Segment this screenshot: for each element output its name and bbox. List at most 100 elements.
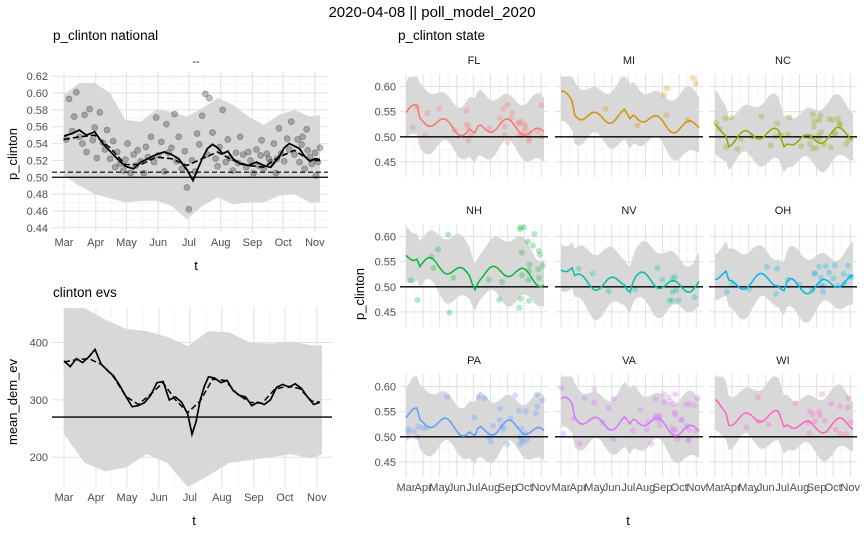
national-poll-point — [239, 151, 247, 158]
national-y-tick-label: 0.46 — [27, 206, 48, 218]
evs-y-tick-label: 400 — [30, 338, 48, 350]
state-poll-point — [826, 115, 832, 122]
national-poll-point — [89, 136, 96, 144]
national-x-tick-label: Mar — [55, 237, 74, 249]
state-poll-point — [743, 424, 750, 431]
state-poll-point — [669, 297, 676, 304]
state-poll-point — [525, 277, 532, 283]
state-poll-point — [504, 101, 511, 108]
state-poll-point — [517, 441, 524, 448]
state-poll-point — [512, 392, 519, 399]
state-poll-point — [835, 115, 841, 122]
state-poll-point — [534, 128, 541, 135]
state-series-line — [405, 103, 545, 137]
state-y-tick-label: 0.55 — [375, 107, 396, 119]
state-series-line — [560, 90, 700, 134]
state-y-tick-label: 0.45 — [375, 307, 396, 319]
state-poll-point — [558, 384, 565, 391]
state-poll-point — [840, 270, 847, 277]
state-poll-point — [817, 112, 824, 119]
state-plot-title: p_clinton state — [398, 28, 485, 43]
state-y-tick-label: 0.55 — [375, 407, 396, 419]
national-poll-point — [142, 143, 150, 151]
state-poll-point — [809, 145, 816, 152]
state-y-tick-label: 0.50 — [375, 282, 396, 294]
state-poll-point — [518, 118, 525, 125]
state-credible-ribbon — [406, 226, 544, 311]
state-poll-point — [419, 425, 426, 431]
state-poll-point — [767, 142, 774, 149]
state-x-tick-label: Oct — [671, 482, 688, 494]
state-poll-point — [691, 402, 698, 409]
state-poll-point — [518, 436, 525, 443]
state-poll-point — [836, 120, 843, 127]
state-poll-point — [465, 137, 472, 144]
state-poll-point — [485, 276, 492, 283]
state-poll-point — [404, 429, 411, 435]
state-poll-point — [435, 246, 442, 253]
state-strip-label: VA — [622, 355, 637, 367]
state-poll-point — [669, 424, 676, 431]
state-poll-point — [610, 436, 617, 443]
national-poll-point — [287, 118, 295, 125]
evs-x-tick-label: May — [117, 492, 138, 504]
national-poll-point — [209, 129, 216, 136]
state-poll-point — [837, 403, 843, 410]
state-poll-point — [610, 395, 617, 402]
national-poll-point — [193, 130, 201, 137]
state-poll-point — [806, 140, 813, 147]
state-poll-point — [828, 400, 835, 407]
state-poll-point — [820, 288, 826, 295]
state-credible-ribbon — [561, 376, 699, 464]
state-poll-point — [532, 410, 539, 417]
state-x-tick-label: Nov — [840, 482, 860, 494]
national-poll-point — [311, 149, 319, 157]
state-poll-point — [535, 248, 542, 254]
state-poll-point — [689, 75, 696, 82]
state-poll-point — [811, 270, 818, 277]
state-poll-point — [816, 136, 822, 142]
state-y-tick-label: 0.50 — [375, 132, 396, 144]
state-series-line — [405, 254, 545, 292]
national-poll-point — [152, 114, 160, 121]
evs-x-tick-label: Jul — [183, 492, 197, 504]
state-poll-point — [632, 286, 639, 293]
state-poll-point — [526, 261, 533, 268]
state-series-line — [714, 398, 854, 434]
state-poll-point — [663, 85, 670, 92]
state-x-tick-label: Aug — [790, 482, 810, 494]
state-poll-point — [643, 427, 650, 433]
national-x-tick-label: Aug — [211, 237, 231, 249]
state-strip-label: MI — [623, 55, 635, 67]
state-poll-point — [515, 407, 522, 414]
state-poll-point — [830, 275, 837, 282]
national-poll-point — [195, 141, 203, 148]
state-poll-point — [845, 262, 851, 269]
state-poll-point — [524, 436, 531, 443]
state-poll-point — [634, 122, 641, 129]
national-y-tick-label: 0.60 — [27, 88, 48, 100]
national-poll-point — [206, 94, 213, 102]
state-poll-point — [445, 231, 452, 238]
national-poll-point — [245, 148, 252, 156]
national-y-tick-label: 0.62 — [27, 71, 48, 83]
state-poll-point — [809, 111, 816, 118]
national-poll-point — [158, 138, 165, 146]
evs-x-tick-label: Aug — [212, 492, 232, 504]
national-poll-point — [134, 147, 141, 154]
national-poll-point — [236, 133, 244, 141]
state-poll-point — [539, 397, 546, 404]
national-poll-point — [130, 151, 137, 158]
state-poll-point — [811, 270, 818, 277]
state-poll-point — [538, 102, 545, 109]
state-poll-point — [534, 391, 540, 398]
state-poll-point — [831, 262, 838, 269]
national-poll-point — [150, 158, 158, 166]
national-poll-point — [219, 106, 226, 114]
state-x-tick-label: Sep — [653, 482, 673, 494]
state-poll-point — [675, 297, 682, 304]
state-poll-point — [496, 296, 503, 303]
state-poll-point — [560, 430, 567, 437]
